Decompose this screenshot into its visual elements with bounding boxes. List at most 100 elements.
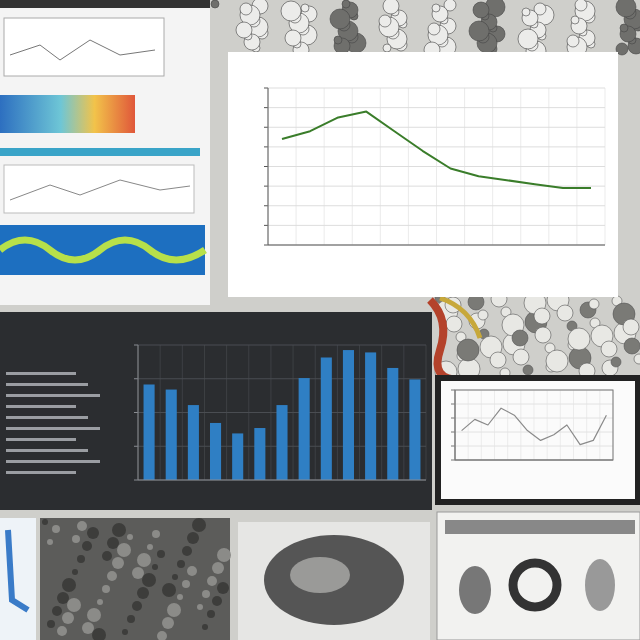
mosaic-tile [473,2,489,18]
side-text-line [6,405,76,408]
bar [321,357,332,480]
mosaic-tile [522,8,530,16]
wave-band [0,225,205,275]
texture-dot [162,583,176,597]
chart-panel [228,52,618,297]
texture-dot [42,519,48,525]
texture-dot [157,550,165,558]
ornament [430,300,460,380]
texture-dot [127,615,135,623]
texture-dot [157,631,167,640]
chart-0 [228,52,618,297]
tick-mark [264,186,268,187]
grid-line-vertical [381,345,382,480]
line [282,112,591,189]
side-text-line [6,394,100,397]
mosaic-tile [285,30,301,46]
mosaic-tile [379,15,391,27]
side-text-line [6,438,76,441]
texture-dot [172,574,178,580]
bar [210,423,221,480]
bar [232,433,243,480]
blob-panel [238,522,430,640]
texture-dot [57,592,69,604]
tick-mark [134,412,138,413]
grid-line-vertical [270,345,271,480]
mosaic-tile [469,21,489,41]
texture-dot [112,523,126,537]
bar [188,405,199,480]
grid-line-vertical [293,345,294,480]
mosaic-tile [301,4,309,12]
tick-mark [264,107,268,108]
thumbnail [4,18,164,76]
bar [387,368,398,480]
background [0,0,640,640]
grid-line-vertical [204,345,205,480]
grid-line-vertical [296,88,297,245]
mosaic-tile [557,305,573,321]
mosaic-tile [383,44,391,52]
mosaic-tile [512,330,528,346]
grid-line-vertical [160,345,161,480]
grid-line-vertical [494,390,495,460]
grid-line-vertical [534,390,535,460]
side-text-line [6,383,88,386]
texture-dot [107,571,117,581]
grid-line-vertical [507,390,508,460]
grid-line-vertical [548,88,549,245]
grid-line-vertical [464,88,465,245]
tick-mark [264,205,268,206]
texture-dot [202,624,208,630]
grid-line-vertical [605,88,606,245]
texture-dot [162,617,174,629]
mosaic-tile [620,24,628,32]
grid-line-vertical [436,88,437,245]
tick-mark [134,345,138,346]
texture-dot [142,573,156,587]
texture-dot [67,598,81,612]
product-panel [437,512,640,640]
texture-dot [117,543,131,557]
texture-dot [207,576,217,586]
texture-dot [57,626,67,636]
grid-line-vertical [315,345,316,480]
chart-panel [438,378,638,502]
texture-dot [47,620,55,628]
texture-dot [132,567,144,579]
side-text-line [6,416,88,419]
mosaic-tile [330,9,350,29]
blob [264,535,404,625]
texture-dot [82,622,94,634]
texture-dot [167,603,181,617]
product-header [445,520,635,534]
mosaic-tile [567,35,579,47]
tick-mark [451,404,455,405]
grid-line-vertical [408,88,409,245]
texture-dot [187,566,197,576]
mosaic-tile [535,327,551,343]
grid-line-vertical [352,88,353,245]
plot-frame [455,390,613,460]
texture-dot [112,557,124,569]
chart-panel [0,312,432,510]
mosaic-tile [281,1,301,21]
mosaic-tile [546,350,568,372]
tick-mark [264,88,268,89]
tick-mark [451,460,455,461]
tick-mark [451,432,455,433]
thumbnail-panel [0,0,210,305]
mosaic-tile [446,316,462,332]
mosaic-tile [589,299,599,309]
chart-2 [438,378,638,502]
mosaic-tile [240,3,252,15]
grid-line-vertical [573,390,574,460]
tick-mark [134,480,138,481]
bar [365,352,376,480]
marks [282,112,591,189]
mosaic-tile [568,328,590,350]
grid-line-vertical [481,390,482,460]
tick-mark [134,446,138,447]
texture-dot [197,604,203,610]
product-shape [585,559,615,611]
